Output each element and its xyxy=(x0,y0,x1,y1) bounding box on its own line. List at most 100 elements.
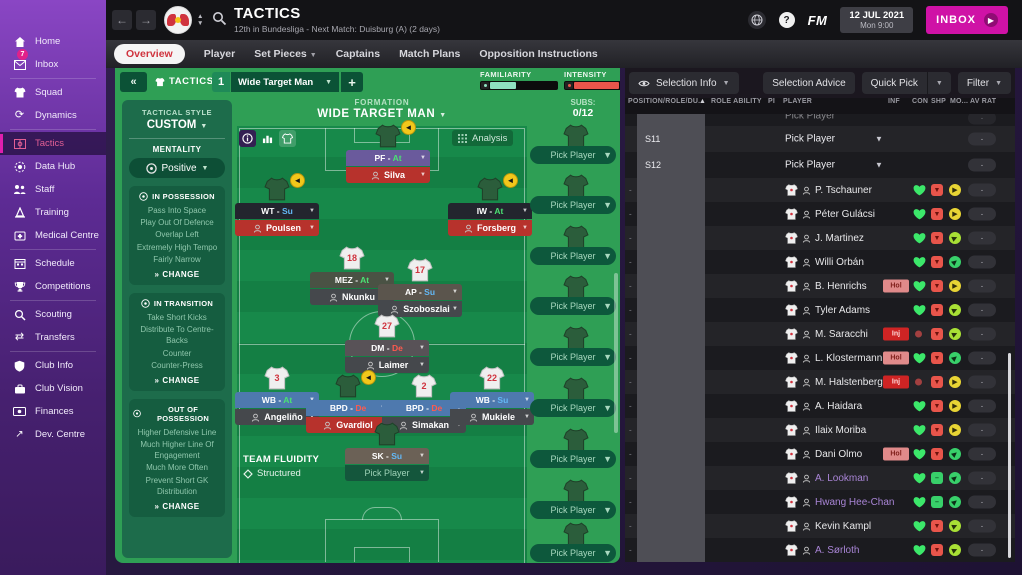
quick-pick-button[interactable]: Quick Pick xyxy=(861,72,927,94)
tactical-style-dropdown[interactable]: CUSTOM ▼ xyxy=(146,119,208,131)
table-row-s12[interactable]: S12 Pick Player ▼ - xyxy=(625,152,1015,178)
selection-advice-button[interactable]: Selection Advice xyxy=(763,72,855,94)
col-role-ability[interactable]: ROLE ABILITY xyxy=(711,98,762,105)
player-cell[interactable]: Hwang Hee-Chan xyxy=(785,496,895,508)
role-dropdown[interactable]: WB - Su ▼ xyxy=(450,392,534,408)
table-row-player[interactable]: - Dani Olmo Hol ▼ ▶ - xyxy=(625,442,1015,466)
table-row-player[interactable]: - M. Halstenberg Inj ▼ ▶ - xyxy=(625,370,1015,394)
col-mo[interactable]: MO... xyxy=(950,98,969,105)
sub-pick-player-dropdown[interactable]: Pick Player ▼ xyxy=(530,146,616,164)
table-row-player[interactable]: - Tyler Adams ▼ ▶ - xyxy=(625,298,1015,322)
sub-pick-player-dropdown[interactable]: Pick Player ▼ xyxy=(530,450,616,468)
table-row-player[interactable]: - A. Lookman – ▶ - xyxy=(625,466,1015,490)
sub-pick-player-dropdown[interactable]: Pick Player ▼ xyxy=(530,544,616,562)
player-dropdown[interactable]: Simakan ▼ xyxy=(382,417,466,433)
table-row-player[interactable]: - B. Henrichs Hol ▼ ▶ - xyxy=(625,274,1015,298)
squad-table-scrollbar[interactable] xyxy=(1008,353,1011,558)
table-row-player[interactable]: - Kevin Kampl ▼ ▶ - xyxy=(625,514,1015,538)
sidebar-item-data-hub[interactable]: Data Hub xyxy=(0,155,106,178)
player-cell[interactable]: P. Tschauner xyxy=(785,184,872,196)
sidebar-item-scouting[interactable]: Scouting xyxy=(0,303,106,326)
forward-button[interactable]: → xyxy=(136,10,156,30)
mentality-dropdown[interactable]: Positive ▼ xyxy=(129,158,225,178)
player-shirt-icon[interactable]: 27 xyxy=(374,314,400,338)
sidebar-item-training[interactable]: Training xyxy=(0,201,106,224)
player-dropdown[interactable]: Forsberg ▼ xyxy=(448,220,532,236)
col-con[interactable]: CON xyxy=(912,98,929,105)
player-cell[interactable]: J. Martinez xyxy=(785,232,864,244)
tab-set-pieces[interactable]: Set Pieces ▼ xyxy=(254,48,317,60)
col-pi[interactable]: PI xyxy=(768,98,776,105)
player-shirt-icon[interactable]: 22 xyxy=(479,366,505,390)
sub-pick-player-dropdown[interactable]: Pick Player ▼ xyxy=(530,348,616,366)
role-dropdown[interactable]: DM - De ▼ xyxy=(345,340,429,356)
table-row-s11[interactable]: S11 Pick Player ▼ - xyxy=(625,126,1015,152)
info-view-toggle[interactable] xyxy=(239,130,256,147)
role-dropdown[interactable]: BPD - De▼ xyxy=(306,400,390,416)
kits-view-toggle[interactable] xyxy=(279,130,296,147)
player-cell[interactable]: Tyler Adams xyxy=(785,304,870,316)
role-dropdown[interactable]: PF - At ▼ xyxy=(346,150,430,166)
club-crest-icon[interactable] xyxy=(164,6,192,34)
player-cell[interactable]: M. Saracchi xyxy=(785,328,868,340)
sidebar-item-tactics[interactable]: Tactics xyxy=(0,132,106,155)
sidebar-item-staff[interactable]: Staff xyxy=(0,178,106,201)
player-cell[interactable]: Willi Orbán xyxy=(785,256,864,268)
change-button[interactable]: » CHANGE xyxy=(154,502,200,511)
table-row-player[interactable]: - A. Sørloth ▼ ▶ - xyxy=(625,538,1015,562)
table-row-player[interactable]: - Péter Gulácsi ▼ ▶ - xyxy=(625,202,1015,226)
tab-match-plans[interactable]: Match Plans xyxy=(399,48,461,60)
player-cell[interactable]: A. Lookman xyxy=(785,472,868,484)
sidebar-item-squad[interactable]: Squad xyxy=(0,81,106,104)
table-row-partial[interactable]: Pick Player - xyxy=(625,114,1015,126)
player-cell[interactable]: L. Klostermann xyxy=(785,352,882,364)
col-player[interactable]: PLAYER xyxy=(783,98,812,105)
sidebar-item-transfers[interactable]: ⇄ Transfers xyxy=(0,326,106,349)
table-row-player[interactable]: - M. Saracchi Inj ▼ ▶ - xyxy=(625,322,1015,346)
table-row-player[interactable]: - L. Klostermann Hol ▼ ▶ - xyxy=(625,346,1015,370)
player-shirt-icon[interactable] xyxy=(375,124,401,148)
sub-pick-player-dropdown[interactable]: Pick Player ▼ xyxy=(530,196,616,214)
player-shirt-icon[interactable]: 18 xyxy=(339,246,365,270)
table-row-player[interactable]: - J. Martinez ▼ ▶ - xyxy=(625,226,1015,250)
player-shirt-icon[interactable] xyxy=(477,177,503,201)
player-cell[interactable]: Dani Olmo xyxy=(785,448,862,460)
change-button[interactable]: » CHANGE xyxy=(154,375,200,385)
sidebar-item-schedule[interactable]: Schedule xyxy=(0,252,106,275)
role-dropdown[interactable]: BPD - De▼ xyxy=(382,400,466,416)
player-cell[interactable]: Péter Gulácsi xyxy=(785,208,875,220)
player-cell[interactable]: A. Sørloth xyxy=(785,544,859,556)
sidebar-item-competitions[interactable]: Competitions xyxy=(0,275,106,298)
pick-player-dropdown[interactable]: Pick Player xyxy=(785,133,836,145)
sub-pick-player-dropdown[interactable]: Pick Player ▼ xyxy=(530,297,616,315)
inbox-button[interactable]: INBOX ▶ xyxy=(926,6,1008,34)
player-shirt-icon[interactable] xyxy=(264,177,290,201)
col-position[interactable]: POSITION/ROLE/DU... xyxy=(628,98,705,105)
game-date[interactable]: 12 JUL 2021 Mon 9:00 xyxy=(840,7,914,33)
sidebar-item-inbox[interactable]: 7 Inbox xyxy=(0,49,106,76)
player-shirt-icon[interactable] xyxy=(335,374,361,398)
player-dropdown[interactable]: Laimer ▼ xyxy=(345,357,429,373)
player-cell[interactable]: Ilaix Moriba xyxy=(785,424,866,436)
analysis-toggle[interactable]: Analysis xyxy=(452,130,514,146)
sidebar-item-dev-centre[interactable]: ↗ Dev. Centre xyxy=(0,423,106,446)
player-shirt-icon[interactable] xyxy=(374,422,400,446)
player-dropdown[interactable]: Poulsen ▼ xyxy=(235,220,319,236)
sub-pick-player-dropdown[interactable]: Pick Player ▼ xyxy=(530,247,616,265)
sidebar-item-dynamics[interactable]: ⟳ Dynamics xyxy=(0,104,106,127)
search-icon[interactable] xyxy=(212,11,227,26)
player-cell[interactable]: M. Halstenberg xyxy=(785,376,883,388)
add-tactic-button[interactable]: + xyxy=(341,72,363,92)
role-dropdown[interactable]: MEZ - At ▼ xyxy=(310,272,394,288)
tactic-name-dropdown[interactable]: Wide Target Man ▼ xyxy=(231,72,339,92)
table-row-player[interactable]: - Willi Orbán ▼ ▶ - xyxy=(625,250,1015,274)
col-av-rat[interactable]: AV RAT xyxy=(970,98,997,105)
player-dropdown[interactable]: Silva ▼ xyxy=(346,167,430,183)
back-button[interactable]: ← xyxy=(112,10,132,30)
role-dropdown[interactable]: SK - Su ▼ xyxy=(345,448,429,464)
player-shirt-icon[interactable]: 17 xyxy=(407,258,433,282)
player-shirt-icon[interactable]: 2 xyxy=(411,374,437,398)
quick-pick-dropdown[interactable]: ▼ xyxy=(926,72,951,94)
sidebar-item-home[interactable]: Home xyxy=(0,30,106,53)
sub-pick-player-dropdown[interactable]: Pick Player ▼ xyxy=(530,501,616,519)
